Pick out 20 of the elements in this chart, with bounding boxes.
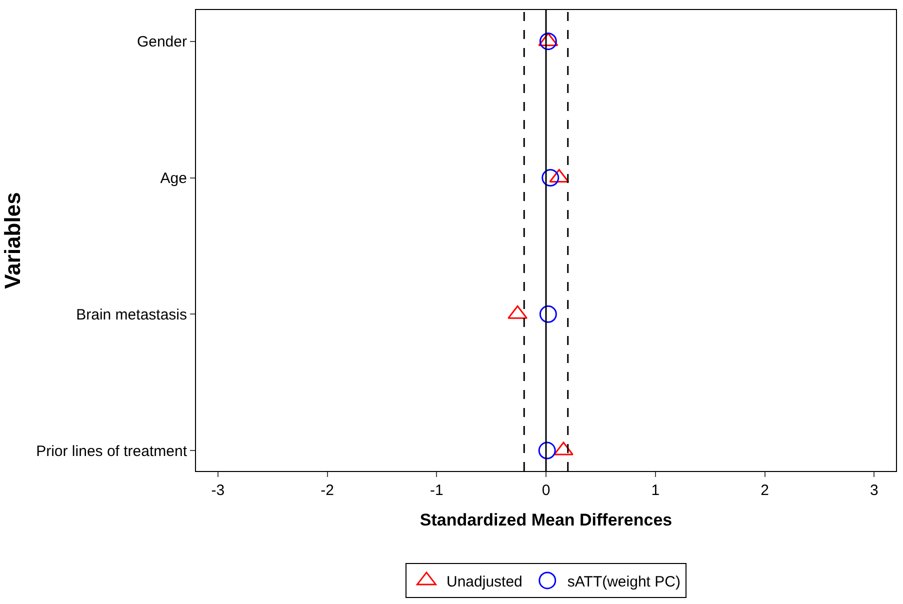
x-tick-label: 2 [760, 482, 769, 499]
x-axis-title: Standardized Mean Differences [420, 510, 672, 530]
point [554, 442, 574, 456]
point [539, 32, 557, 50]
legend-label: sATT(weight PC) [567, 573, 680, 590]
x-tick-label: 0 [542, 482, 550, 499]
legend-label: Unadjusted [446, 573, 522, 590]
y-tick-label: Age [160, 170, 187, 188]
point [539, 305, 557, 323]
point [542, 169, 560, 187]
y-tick-label: Gender [136, 34, 187, 51]
x-tick-label: 1 [651, 482, 660, 499]
y-tick-label: Prior lines of treatment [36, 442, 188, 460]
x-tick-label: -3 [211, 482, 225, 499]
x-tick-label: -2 [320, 482, 334, 499]
x-tick-label: 3 [870, 482, 878, 499]
y-tick-label: Brain metastasis [76, 306, 187, 324]
point [538, 442, 556, 460]
y-axis-title: Variables [0, 192, 25, 289]
x-tick-label: -1 [430, 482, 444, 499]
